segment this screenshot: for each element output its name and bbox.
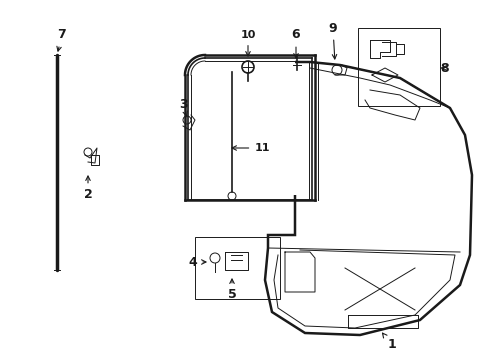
Text: 4: 4	[188, 256, 205, 269]
Text: 6: 6	[291, 28, 300, 58]
Text: 7: 7	[57, 28, 66, 51]
Text: 10: 10	[240, 30, 255, 56]
Bar	[357, 28, 439, 106]
Text: 3: 3	[178, 99, 187, 117]
Bar	[195, 237, 280, 299]
Text: 2: 2	[83, 176, 92, 202]
Text: 9: 9	[328, 22, 337, 59]
Text: 11: 11	[231, 143, 269, 153]
Text: 8: 8	[440, 62, 448, 75]
Text: 5: 5	[227, 279, 236, 302]
Text: 1: 1	[382, 333, 396, 351]
